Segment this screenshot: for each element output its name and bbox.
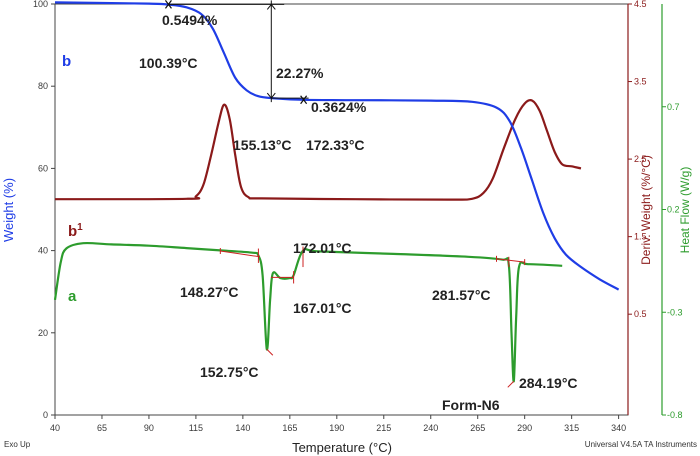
series-b-line bbox=[54, 1, 620, 291]
heat-tick-label: 0.7 bbox=[667, 102, 680, 112]
deriv-tick-label: 3.5 bbox=[634, 77, 647, 87]
heat-tick-label: -0.3 bbox=[667, 307, 683, 317]
x-tick-label: 340 bbox=[611, 423, 626, 433]
arrow-head-top bbox=[266, 4, 272, 10]
x-tick-label: 315 bbox=[564, 423, 579, 433]
analysis-marks bbox=[164, 0, 526, 388]
x-axis-ticks: 40 65 90 115 140 165 190 215 240 265 290 315 340 bbox=[50, 415, 626, 433]
x-tick-label: 140 bbox=[235, 423, 250, 433]
deriv-tick-label: 4.5 bbox=[634, 0, 647, 9]
x-tick-label: 190 bbox=[329, 423, 344, 433]
left-tick-label: 20 bbox=[38, 328, 48, 338]
annot-167.01C: 167.01°C bbox=[293, 300, 352, 316]
arrow-head-bottom bbox=[266, 92, 272, 99]
series-b1-letter: b bbox=[68, 223, 77, 240]
left-axis-title: Weight (%) bbox=[1, 178, 16, 242]
deriv-axis-title: Deriv. Weight (%/°C) bbox=[639, 155, 653, 265]
x-tick-label: 290 bbox=[517, 423, 532, 433]
instrument-label: Universal V4.5A TA Instruments bbox=[585, 440, 697, 449]
x-tick-label: 65 bbox=[97, 423, 107, 433]
deriv-tick-label: 0.5 bbox=[634, 309, 647, 319]
plateau-marker bbox=[300, 95, 308, 105]
left-tick-label: 40 bbox=[38, 246, 48, 256]
dsc-baseline-1 bbox=[220, 250, 260, 258]
deriv-tick-label: 1.5 bbox=[634, 232, 647, 242]
left-tick-label: 60 bbox=[38, 163, 48, 173]
x-tick-label: 215 bbox=[376, 423, 391, 433]
series-b1-line bbox=[54, 99, 582, 201]
heat-axis-title: Heat Flow (W/g) bbox=[678, 167, 692, 254]
series-a-line bbox=[53, 241, 563, 383]
annot-0.3624pct: 0.3624% bbox=[311, 99, 367, 115]
heat-tick-label: -0.8 bbox=[667, 410, 683, 420]
left-tick-label: 100 bbox=[33, 0, 48, 9]
annot-100.39C: 100.39°C bbox=[139, 55, 198, 71]
heat-tick-label: 0.2 bbox=[667, 205, 680, 215]
deriv-tick-label: 2.5 bbox=[634, 154, 647, 164]
annot-148.27C: 148.27°C bbox=[180, 284, 239, 300]
annot-0.5494pct: 0.5494% bbox=[162, 12, 218, 28]
series-b1-label: b1 bbox=[68, 222, 83, 240]
left-axis-ticks: 0 20 40 60 80 100 bbox=[33, 0, 55, 420]
annot-152.75C: 152.75°C bbox=[200, 364, 259, 380]
x-tick-label: 90 bbox=[144, 423, 154, 433]
left-tick-label: 80 bbox=[38, 81, 48, 91]
heat-axis-ticks: 0.7 0.2 -0.3 -0.8 bbox=[662, 102, 683, 420]
dsc-baseline-3 bbox=[496, 258, 525, 263]
annot-281.57C: 281.57°C bbox=[432, 287, 491, 303]
x-tick-label: 265 bbox=[470, 423, 485, 433]
annot-172.01C: 172.01°C bbox=[293, 240, 352, 256]
x-axis-title: Temperature (°C) bbox=[292, 440, 392, 455]
annot-155.13C: 155.13°C bbox=[233, 137, 292, 153]
onset-marker bbox=[164, 0, 172, 9]
peak-marker bbox=[266, 348, 274, 356]
annot-form-n6: Form-N6 bbox=[442, 397, 500, 413]
arrow-head-top bbox=[270, 4, 276, 10]
series-a-label: a bbox=[68, 288, 77, 305]
annot-172.33C: 172.33°C bbox=[306, 137, 365, 153]
deriv-axis-ticks: 4.5 3.5 2.5 1.5 0.5 bbox=[628, 0, 647, 319]
x-tick-label: 165 bbox=[282, 423, 297, 433]
annot-22.27pct: 22.27% bbox=[276, 65, 324, 81]
arrow-head-bottom bbox=[270, 92, 276, 99]
x-tick-label: 115 bbox=[189, 423, 203, 433]
exo-up-label: Exo Up bbox=[4, 440, 31, 449]
x-tick-label: 240 bbox=[423, 423, 438, 433]
peak-marker bbox=[507, 380, 515, 388]
left-tick-label: 0 bbox=[43, 410, 48, 420]
x-tick-label: 40 bbox=[50, 423, 60, 433]
annot-284.19C: 284.19°C bbox=[519, 375, 578, 391]
series-b1-superscript: 1 bbox=[77, 222, 83, 233]
series-b-label: b bbox=[62, 53, 71, 70]
